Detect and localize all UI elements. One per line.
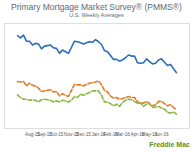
html-text:Freddie Mac: Freddie Mac [149, 141, 190, 148]
html-text:Primary Mortgage Market Survey: Primary Mortgage Market Survey® (PMMS®) [11, 2, 182, 12]
svg-text:Aug-15: Aug-15 [25, 131, 40, 137]
svg-text:Feb-16: Feb-16 [103, 131, 118, 137]
svg-text:Sep-15: Sep-15 [37, 131, 52, 137]
svg-text:May-16: May-16 [141, 131, 158, 137]
svg-text:Dec-15: Dec-15 [76, 132, 91, 137]
svg-text:Apr-16: Apr-16 [130, 131, 145, 137]
svg-text:Oct-15: Oct-15 [50, 132, 64, 137]
svg-text:Jan-16: Jan-16 [91, 131, 106, 137]
svg-text:Nov-15: Nov-15 [64, 131, 79, 137]
html-text:U.S. Weekly Averages: U.S. Weekly Averages [69, 12, 124, 18]
svg-text:Jun-16: Jun-16 [154, 132, 168, 137]
svg-text:Mar-16: Mar-16 [115, 132, 130, 137]
